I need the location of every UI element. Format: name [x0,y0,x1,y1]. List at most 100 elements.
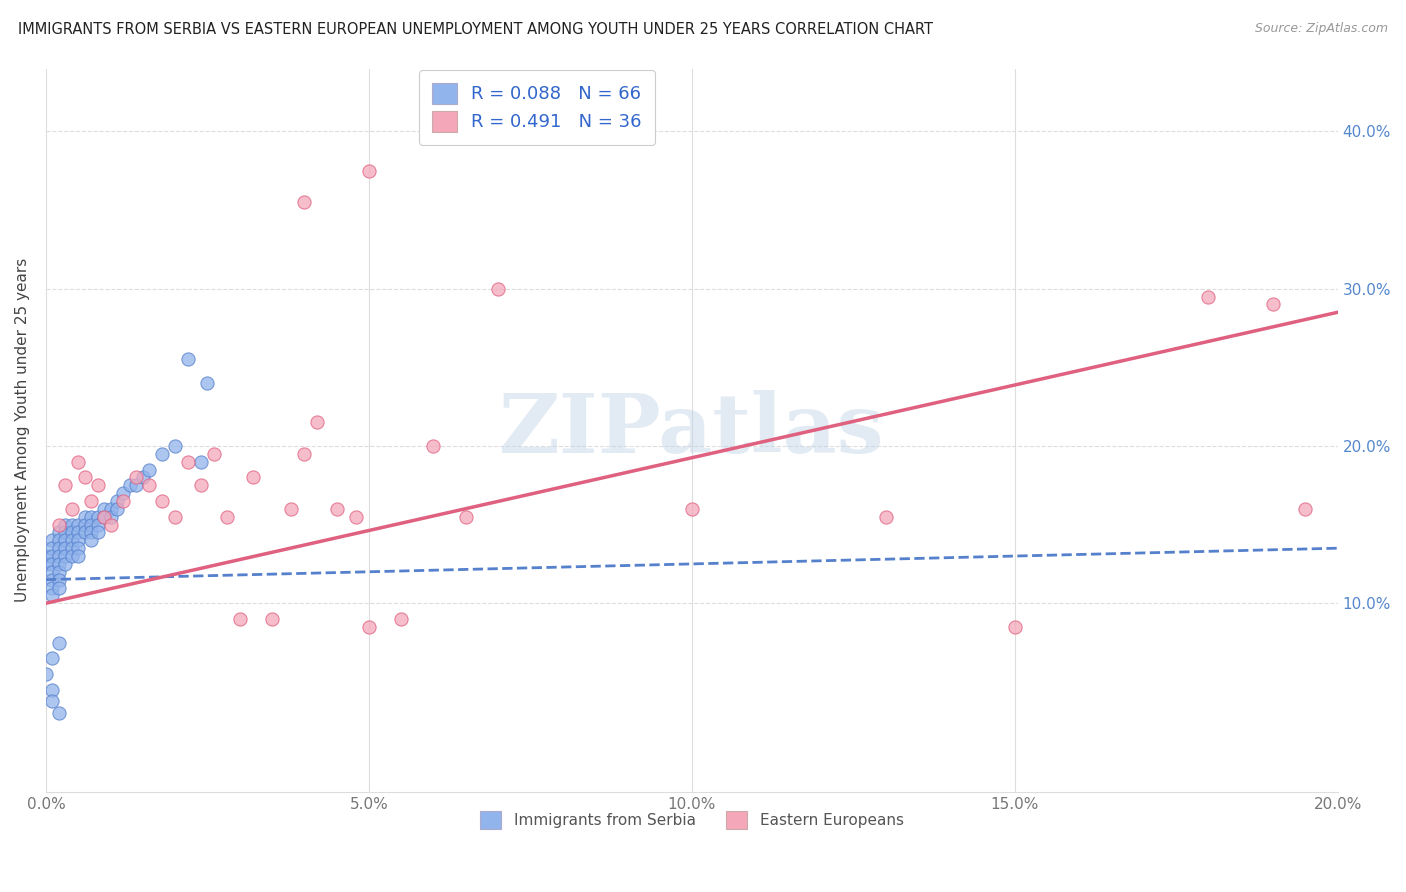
Point [125,470,148,484]
Point [80,525,103,540]
Point [1294,501,1316,516]
Point [53,533,76,548]
Point [105,494,128,508]
Point [454,509,477,524]
Point [67,541,90,556]
Point [177,455,200,469]
Point [190,455,212,469]
Point [112,494,135,508]
Point [165,439,187,453]
Point [41,541,63,556]
Point [60,533,83,548]
Point [190,478,212,492]
Point [228,612,250,626]
Point [53,557,76,571]
Point [307,416,329,430]
Point [325,501,347,516]
Point [344,509,367,524]
Point [41,565,63,579]
Point [48,525,70,540]
Point [215,509,238,524]
Point [41,694,63,708]
Point [357,620,380,634]
Point [138,462,160,476]
Point [118,478,141,492]
Point [53,549,76,563]
Point [48,706,70,721]
Point [60,549,83,563]
Point [80,509,103,524]
Point [112,486,135,500]
Point [100,501,122,516]
Point [280,501,302,516]
Point [86,509,108,524]
Point [93,509,115,524]
Point [53,517,76,532]
Point [41,549,63,563]
Point [1004,620,1026,634]
Point [422,439,444,453]
Point [165,509,187,524]
Point [67,533,90,548]
Point [1261,297,1284,311]
Point [67,549,90,563]
Point [48,517,70,532]
Point [73,517,96,532]
Point [80,494,103,508]
Point [73,509,96,524]
Point [35,557,58,571]
Point [41,581,63,595]
Point [60,517,83,532]
Point [73,470,96,484]
Point [41,651,63,665]
Point [242,470,264,484]
Point [60,501,83,516]
Point [53,541,76,556]
Text: ZIPatlas: ZIPatlas [499,390,884,470]
Point [105,501,128,516]
Point [292,195,315,210]
Point [67,517,90,532]
Point [93,501,115,516]
Point [60,525,83,540]
Point [177,352,200,367]
Point [486,282,509,296]
Point [35,667,58,681]
Point [125,478,148,492]
Point [80,533,103,548]
Point [41,573,63,587]
Point [35,549,58,563]
Point [202,447,225,461]
Point [48,557,70,571]
Point [53,525,76,540]
Point [150,494,173,508]
Point [48,549,70,563]
Point [67,525,90,540]
Point [132,470,155,484]
Point [41,588,63,602]
Text: IMMIGRANTS FROM SERBIA VS EASTERN EUROPEAN UNEMPLOYMENT AMONG YOUTH UNDER 25 YEA: IMMIGRANTS FROM SERBIA VS EASTERN EUROPE… [18,22,934,37]
Point [138,478,160,492]
Point [357,163,380,178]
Point [100,517,122,532]
Point [48,533,70,548]
Point [80,517,103,532]
Point [197,376,219,390]
Point [73,525,96,540]
Point [389,612,412,626]
Point [41,533,63,548]
Point [48,581,70,595]
Point [292,447,315,461]
Point [41,557,63,571]
Point [53,478,76,492]
Point [150,447,173,461]
Point [260,612,283,626]
Legend: Immigrants from Serbia, Eastern Europeans: Immigrants from Serbia, Eastern European… [474,805,910,835]
Point [48,565,70,579]
Point [41,682,63,697]
Point [67,455,90,469]
Point [1198,289,1220,303]
Point [100,509,122,524]
Point [60,541,83,556]
Point [48,635,70,649]
